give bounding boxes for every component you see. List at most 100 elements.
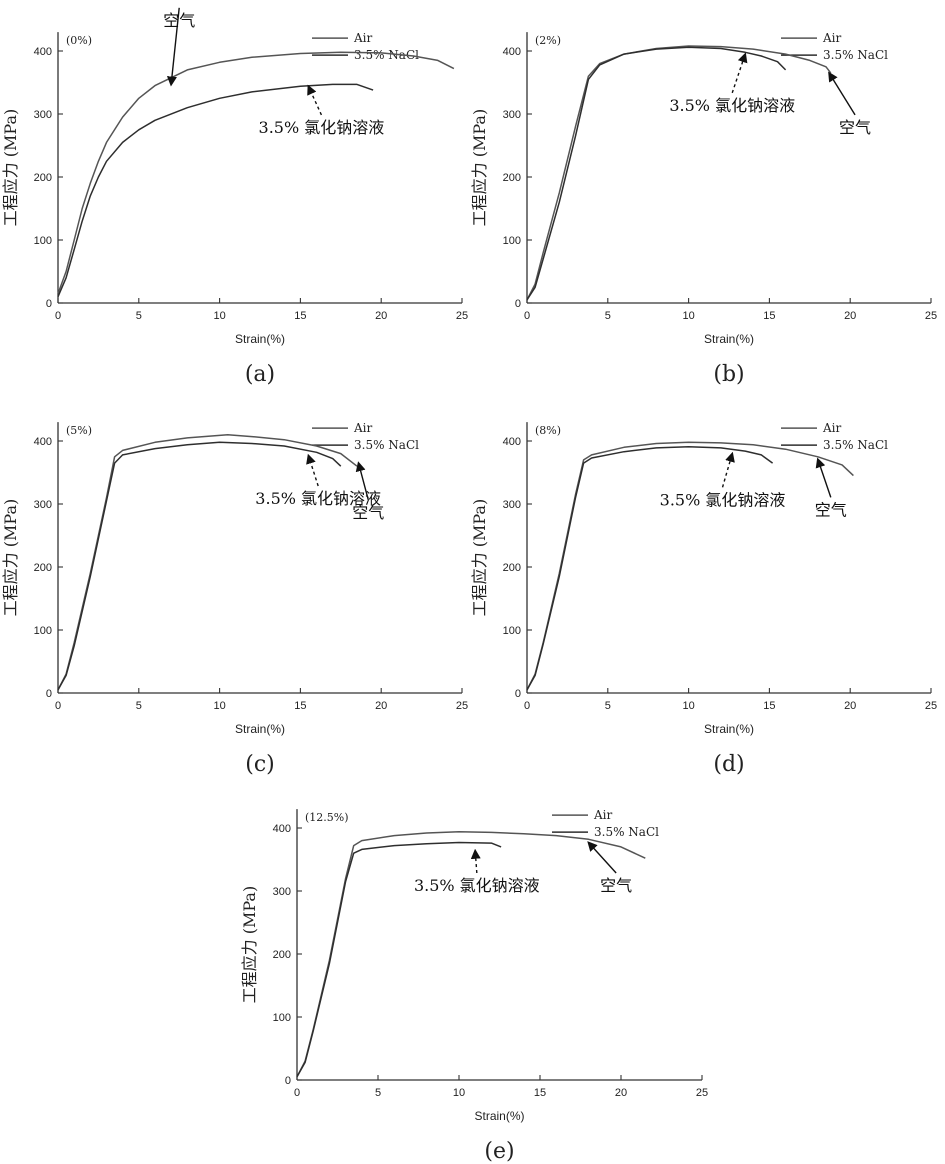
panel-caption: (c) bbox=[245, 752, 275, 777]
y-tick-label: 300 bbox=[503, 109, 521, 121]
series-line-air bbox=[58, 435, 357, 690]
y-tick-label: 100 bbox=[503, 625, 521, 637]
x-tick-label: 5 bbox=[605, 310, 611, 322]
chart-panel-1: 05101520250100200300400Strain(%)工程应力 (MP… bbox=[1, 8, 468, 387]
y-tick-label: 0 bbox=[515, 688, 521, 700]
x-tick-label: 25 bbox=[925, 700, 937, 712]
annotation-arrow bbox=[589, 843, 617, 873]
x-tick-label: 15 bbox=[763, 310, 775, 322]
panel-condition-label: (2%) bbox=[535, 34, 561, 47]
x-tick-label: 5 bbox=[136, 310, 142, 322]
legend-entry: Air bbox=[353, 31, 373, 45]
x-tick-label: 10 bbox=[213, 700, 225, 712]
x-axis-title: Strain(%) bbox=[235, 722, 285, 736]
x-tick-label: 15 bbox=[763, 700, 775, 712]
x-tick-label: 10 bbox=[453, 1087, 465, 1099]
y-tick-label: 0 bbox=[46, 298, 52, 310]
legend-entry: 3.5% NaCl bbox=[354, 438, 419, 452]
y-tick-label: 0 bbox=[515, 298, 521, 310]
x-tick-label: 15 bbox=[294, 700, 306, 712]
legend-entry: 3.5% NaCl bbox=[594, 825, 659, 839]
x-tick-label: 20 bbox=[375, 310, 387, 322]
annotation-arrow bbox=[829, 73, 855, 115]
series-line-nacl bbox=[527, 47, 786, 300]
x-tick-label: 20 bbox=[844, 700, 856, 712]
panel-condition-label: (8%) bbox=[535, 424, 561, 437]
x-tick-label: 5 bbox=[605, 700, 611, 712]
annotation-label: 空气 bbox=[163, 11, 195, 30]
annotation-label: 3.5% 氯化钠溶液 bbox=[669, 96, 795, 115]
x-tick-label: 20 bbox=[615, 1087, 627, 1099]
x-tick-label: 10 bbox=[682, 310, 694, 322]
y-tick-label: 400 bbox=[273, 823, 291, 835]
panel-caption: (e) bbox=[484, 1139, 514, 1164]
legend-entry: Air bbox=[822, 421, 842, 435]
panel-caption: (a) bbox=[245, 362, 275, 387]
annotation-label: 3.5% 氯化钠溶液 bbox=[660, 490, 786, 509]
annotation-label: 空气 bbox=[600, 876, 632, 895]
legend-entry: Air bbox=[593, 808, 613, 822]
panel-condition-label: (0%) bbox=[66, 34, 92, 47]
panel-condition-label: (12.5%) bbox=[305, 811, 349, 824]
x-tick-label: 10 bbox=[682, 700, 694, 712]
annotation-arrow bbox=[723, 454, 733, 488]
y-tick-label: 400 bbox=[34, 436, 52, 448]
x-axis-title: Strain(%) bbox=[474, 1109, 524, 1123]
chart-panel-5: 05101520250100200300400Strain(%)工程应力 (MP… bbox=[240, 808, 708, 1164]
series-line-nacl bbox=[58, 84, 373, 296]
y-tick-label: 400 bbox=[34, 46, 52, 58]
x-tick-label: 25 bbox=[456, 700, 468, 712]
y-tick-label: 300 bbox=[273, 886, 291, 898]
annotation-arrow bbox=[732, 54, 745, 93]
y-axis-title: 工程应力 (MPa) bbox=[1, 109, 20, 227]
y-tick-label: 300 bbox=[503, 499, 521, 511]
y-tick-label: 200 bbox=[34, 562, 52, 574]
y-axis-title: 工程应力 (MPa) bbox=[470, 499, 489, 617]
y-tick-label: 100 bbox=[34, 625, 52, 637]
annotation-label: 3.5% 氯化钠溶液 bbox=[259, 118, 385, 137]
x-tick-label: 5 bbox=[375, 1087, 381, 1099]
annotation-label: 空气 bbox=[352, 503, 384, 522]
annotation-arrow bbox=[818, 459, 831, 497]
x-tick-label: 0 bbox=[524, 700, 530, 712]
panel-caption: (d) bbox=[713, 752, 744, 777]
y-tick-label: 400 bbox=[503, 46, 521, 58]
annotation-label: 空气 bbox=[839, 118, 871, 137]
y-tick-label: 0 bbox=[46, 688, 52, 700]
chart-panel-4: 05101520250100200300400Strain(%)工程应力 (MP… bbox=[470, 421, 937, 777]
legend-entry: Air bbox=[353, 421, 373, 435]
annotation-arrow bbox=[475, 851, 477, 873]
x-tick-label: 15 bbox=[534, 1087, 546, 1099]
x-axis-title: Strain(%) bbox=[704, 332, 754, 346]
y-tick-label: 0 bbox=[285, 1075, 291, 1087]
legend-entry: 3.5% NaCl bbox=[823, 48, 888, 62]
y-axis-title: 工程应力 (MPa) bbox=[240, 886, 259, 1004]
annotation-label: 3.5% 氯化钠溶液 bbox=[414, 876, 540, 895]
chart-panel-3: 05101520250100200300400Strain(%)工程应力 (MP… bbox=[1, 421, 468, 777]
x-tick-label: 0 bbox=[55, 700, 61, 712]
y-axis-title: 工程应力 (MPa) bbox=[1, 499, 20, 617]
annotation-label: 空气 bbox=[815, 500, 847, 519]
series-line-air bbox=[527, 46, 831, 300]
y-tick-label: 200 bbox=[273, 949, 291, 961]
panel-caption: (b) bbox=[713, 362, 744, 387]
x-tick-label: 15 bbox=[294, 310, 306, 322]
annotation-arrow bbox=[308, 86, 321, 115]
x-tick-label: 25 bbox=[925, 310, 937, 322]
series-line-nacl bbox=[58, 442, 341, 690]
chart-panel-2: 05101520250100200300400Strain(%)工程应力 (MP… bbox=[470, 31, 937, 387]
y-tick-label: 100 bbox=[34, 235, 52, 247]
annotation-arrow bbox=[308, 456, 318, 486]
series-line-air bbox=[527, 442, 853, 690]
legend-entry: 3.5% NaCl bbox=[823, 438, 888, 452]
series-line-air bbox=[58, 52, 454, 293]
panel-condition-label: (5%) bbox=[66, 424, 92, 437]
y-tick-label: 200 bbox=[503, 562, 521, 574]
x-tick-label: 5 bbox=[136, 700, 142, 712]
x-tick-label: 25 bbox=[456, 310, 468, 322]
legend-entry: Air bbox=[822, 31, 842, 45]
x-tick-label: 10 bbox=[213, 310, 225, 322]
y-tick-label: 200 bbox=[34, 172, 52, 184]
x-axis-title: Strain(%) bbox=[704, 722, 754, 736]
